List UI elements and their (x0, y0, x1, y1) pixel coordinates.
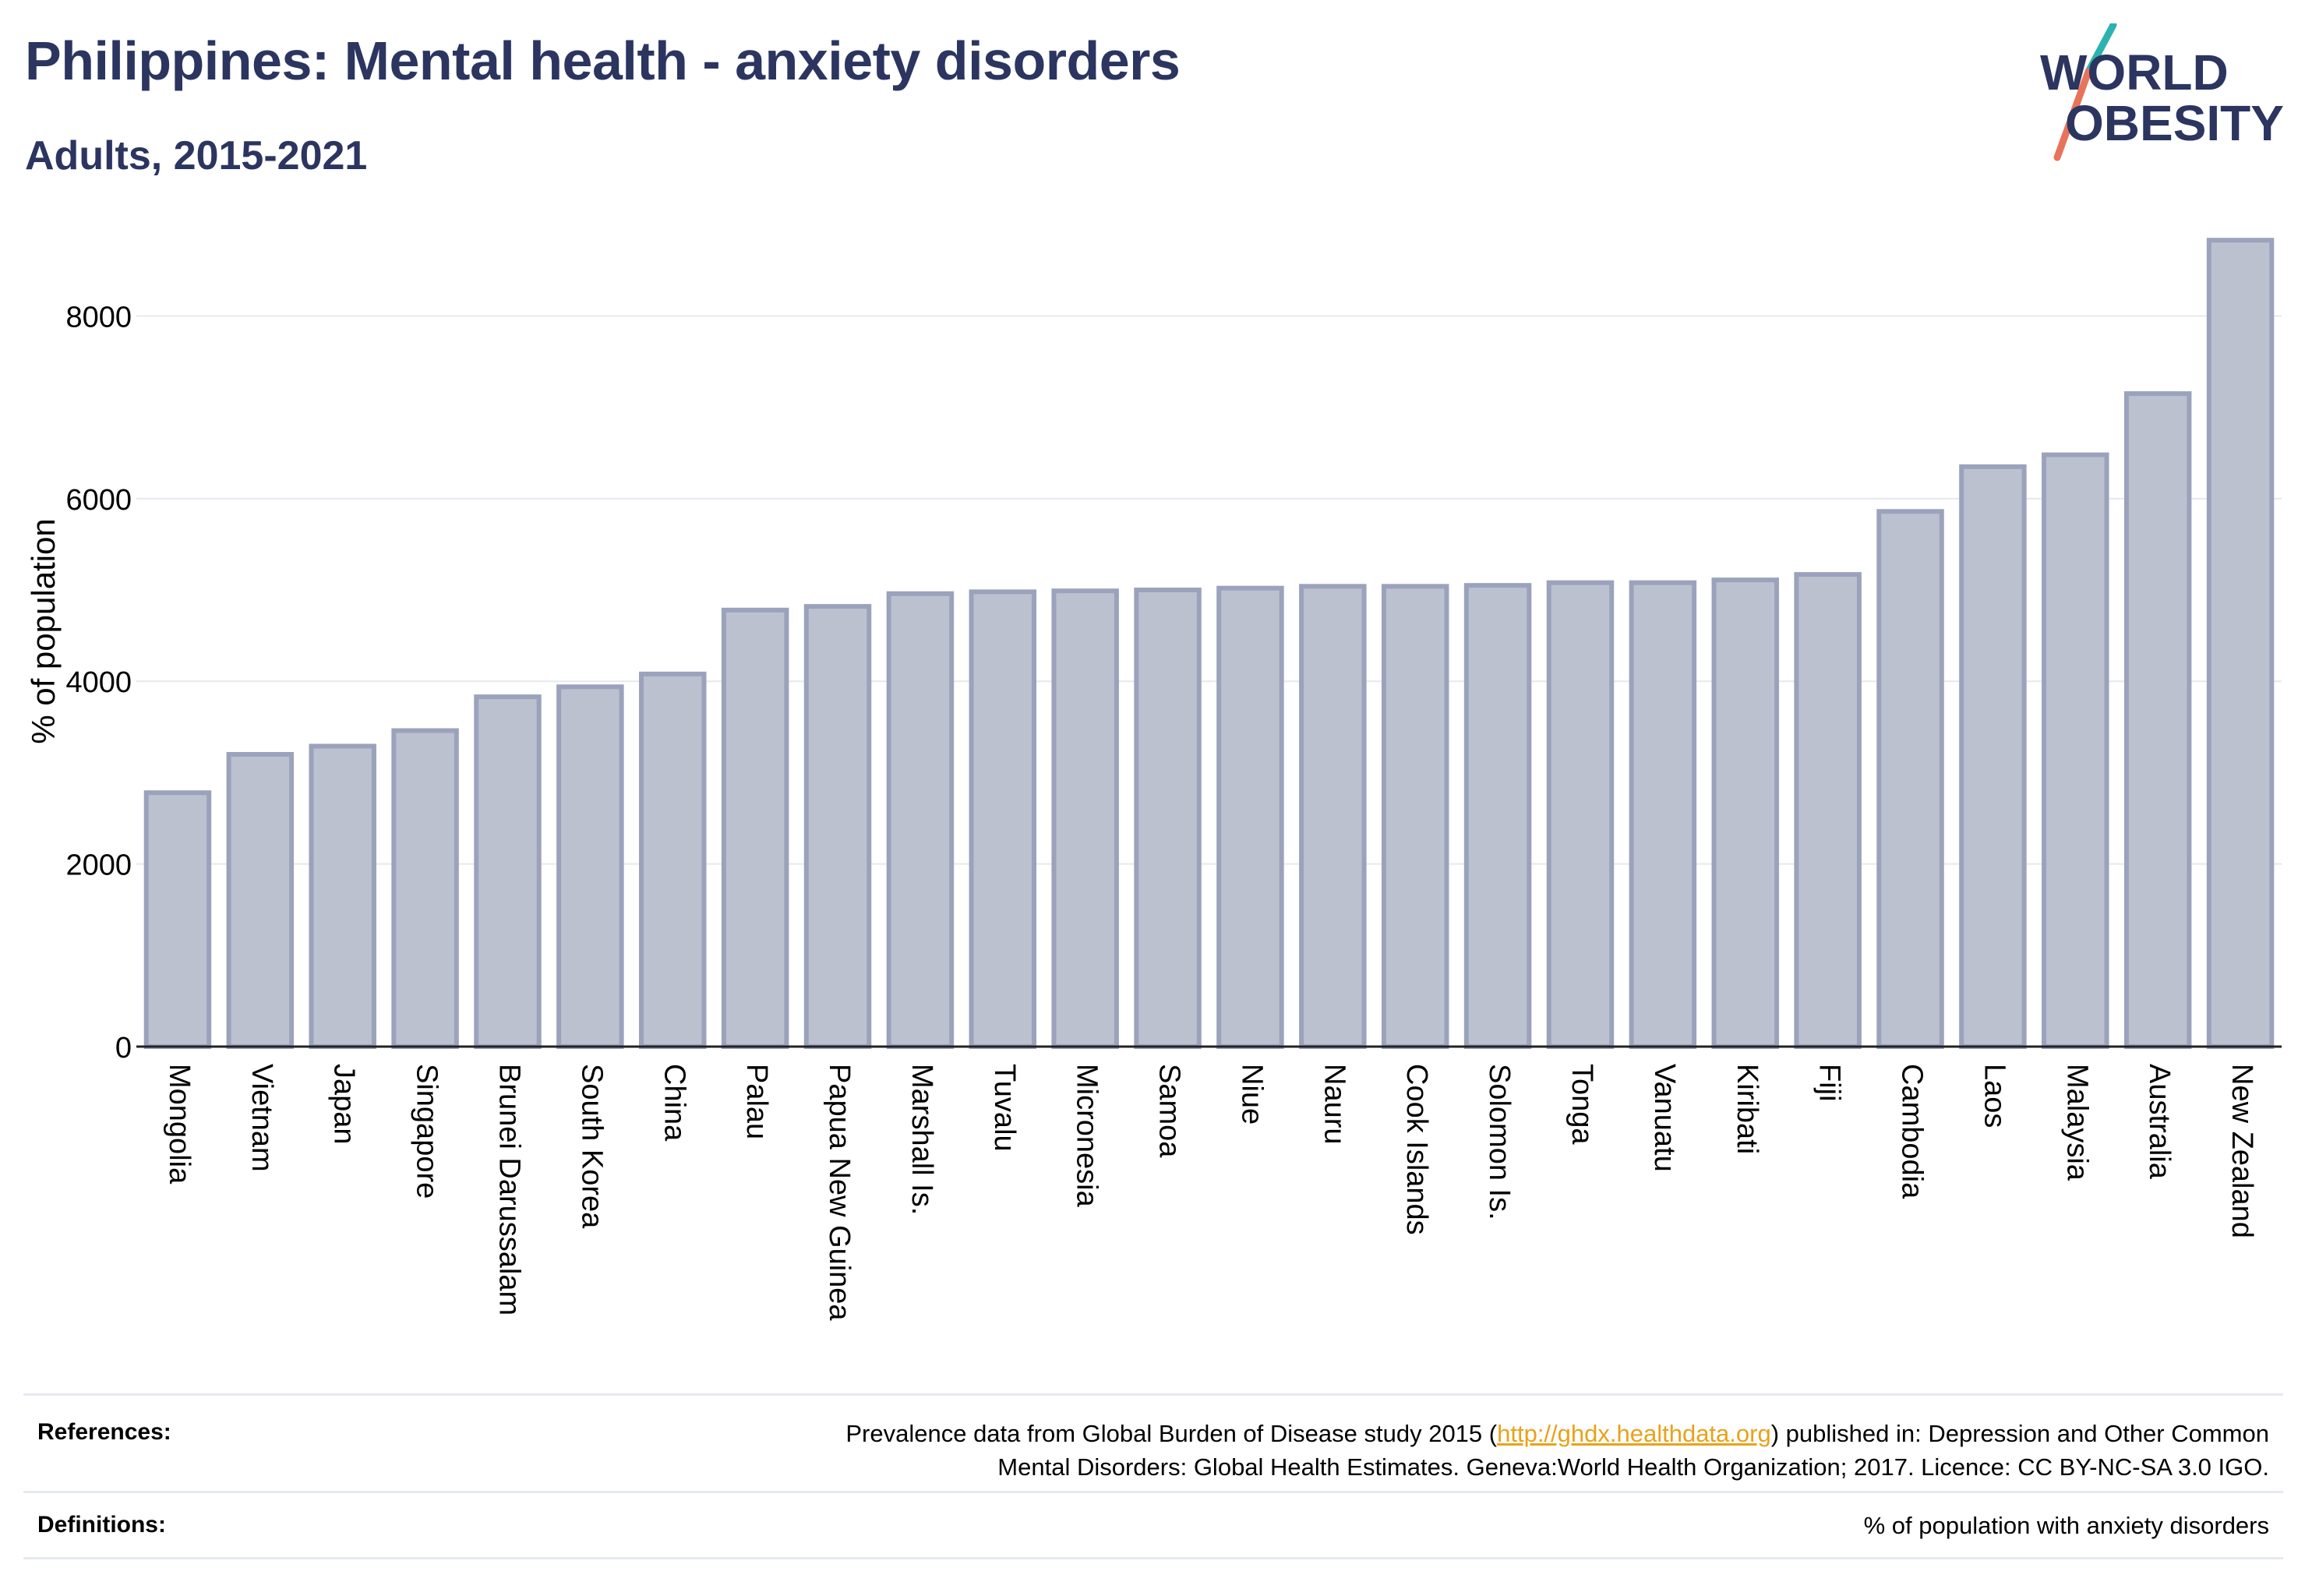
x-tick-label: Cambodia (1896, 1064, 1929, 1199)
x-tick-label: Tonga (1565, 1064, 1598, 1145)
x-tick-label: South Korea (575, 1064, 608, 1229)
references-text-line2: Mental Disorders: Global Health Estimate… (997, 1453, 2269, 1481)
bar[interactable] (1051, 588, 1119, 1049)
logo-teal-stroke (2084, 23, 2117, 76)
bar[interactable] (391, 728, 459, 1049)
x-tick-label: Japan (328, 1064, 361, 1145)
x-tick-label: Cook Islands (1400, 1064, 1433, 1235)
bar[interactable] (639, 671, 707, 1049)
bar[interactable] (474, 694, 542, 1050)
logo-line1: WORLD (2040, 44, 2229, 101)
definitions-label: Definitions: (37, 1512, 166, 1538)
logo-line2: OBESITY (2065, 95, 2283, 151)
bar[interactable] (309, 743, 376, 1050)
bar[interactable] (1299, 584, 1367, 1049)
bar[interactable] (1463, 583, 1532, 1049)
bar[interactable] (556, 684, 624, 1049)
references-label: References: (37, 1419, 171, 1445)
bar[interactable] (886, 591, 955, 1049)
bar[interactable] (1711, 577, 1779, 1049)
x-tick-label: Vietnam (245, 1064, 278, 1172)
x-tick-label: Samoa (1153, 1064, 1186, 1158)
bar-chart: 0 2000 4000 6000 8000 Mongolia Vietnam Japan Sin… (25, 238, 2282, 1321)
x-tick-label: Niue (1235, 1064, 1268, 1125)
references-text: Prevalence data from Global Burden of Di… (555, 1417, 2269, 1484)
x-tick-label: Fiji (1813, 1064, 1846, 1102)
bar[interactable] (226, 751, 295, 1049)
bar[interactable] (1959, 464, 2027, 1049)
chart-title: Philippines: Mental health - anxiety dis… (25, 30, 1181, 91)
x-tick-label: Mongolia (163, 1064, 196, 1185)
bar[interactable] (803, 604, 872, 1049)
x-tick-label: Kiribati (1731, 1064, 1763, 1154)
bar[interactable] (1546, 580, 1615, 1049)
world-obesity-logo: WORLD OBESITY (2040, 23, 2283, 161)
y-tick-label: 0 (115, 1032, 132, 1065)
x-tick-label: Singapore (411, 1064, 443, 1199)
x-tick-label: Malaysia (2060, 1064, 2093, 1181)
x-tick-label: Australia (2143, 1064, 2176, 1180)
definitions-row: Definitions: % of population with anxiet… (23, 1491, 2283, 1559)
bar[interactable] (2206, 238, 2275, 1049)
references-link[interactable]: http://ghdx.healthdata.org (1497, 1420, 1771, 1447)
x-tick-label: China (658, 1064, 690, 1142)
x-tick-label: Vanuatu (1648, 1064, 1681, 1172)
references-row: References: Prevalence data from Global … (23, 1393, 2283, 1491)
bar[interactable] (1216, 585, 1284, 1049)
y-tick-label: 6000 (65, 484, 132, 517)
references-text-before: Prevalence data from Global Burden of Di… (845, 1420, 1498, 1447)
x-tick-label: New Zealand (2226, 1064, 2258, 1238)
bar[interactable] (1876, 509, 1944, 1049)
x-tick-label: Papua New Guinea (823, 1064, 856, 1321)
chart-subtitle: Adults, 2015-2021 (25, 133, 368, 178)
y-tick-label: 8000 (65, 301, 132, 334)
x-tick-label: Micronesia (1071, 1064, 1103, 1208)
x-tick-label: Tuvalu (988, 1064, 1021, 1152)
chart-footer: References: Prevalence data from Global … (23, 1393, 2283, 1559)
x-tick-label: Marshall Is. (905, 1064, 938, 1215)
x-tick-label: Brunei Darussalam (492, 1064, 525, 1315)
x-tick-label: Laos (1978, 1064, 2010, 1128)
bar[interactable] (1794, 572, 1862, 1049)
definitions-text: % of population with anxiety disorders (1863, 1512, 2269, 1539)
x-tick-label: Palau (740, 1064, 773, 1139)
bar[interactable] (1381, 584, 1449, 1049)
x-tick-label: Solomon Is. (1483, 1064, 1516, 1220)
bar[interactable] (2123, 391, 2192, 1049)
bar[interactable] (1134, 588, 1202, 1049)
bar[interactable] (2042, 452, 2109, 1049)
bar[interactable] (969, 589, 1037, 1049)
bar[interactable] (721, 607, 789, 1049)
references-text-after: ) published in: Depression and Other Com… (1770, 1420, 2269, 1447)
y-axis-label: % of population (25, 518, 62, 744)
bar[interactable] (143, 790, 212, 1049)
logo-coral-stroke (2053, 68, 2092, 161)
bar[interactable] (1629, 580, 1697, 1049)
y-tick-label: 4000 (65, 666, 132, 699)
x-tick-label: Nauru (1318, 1064, 1350, 1145)
y-tick-label: 2000 (65, 849, 132, 882)
